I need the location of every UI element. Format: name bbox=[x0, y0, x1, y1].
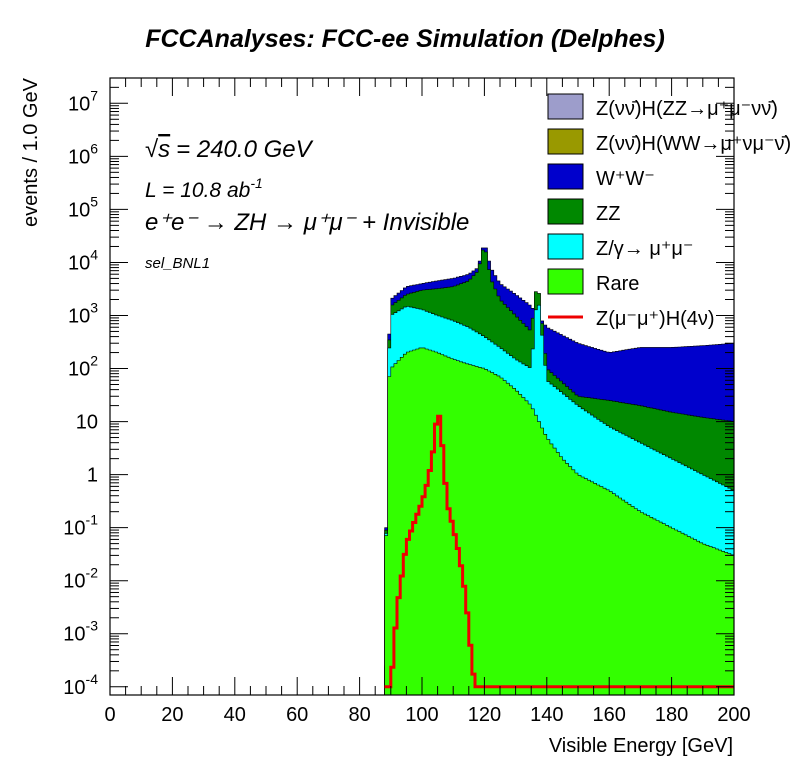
legend-swatch bbox=[547, 128, 584, 155]
x-tick-label: 20 bbox=[161, 704, 183, 726]
sqrt-s-value: = 240.0 GeV bbox=[176, 136, 313, 163]
legend-label: W⁺W⁻ bbox=[596, 168, 655, 190]
x-tick-label: 40 bbox=[224, 704, 246, 726]
axes-layer: 0 20 40 60 80 100 120 140 160 180 200 10-4 10-3 10-2 1… bbox=[63, 77, 751, 726]
legend-swatch bbox=[547, 268, 584, 295]
x-tick-label: 120 bbox=[468, 704, 501, 726]
y-tick-label: 105 bbox=[68, 193, 98, 221]
x-tick-label: 100 bbox=[405, 704, 438, 726]
y-tick-label: 10-3 bbox=[63, 618, 98, 646]
x-tick-label: 80 bbox=[348, 704, 370, 726]
x-tick-label: 160 bbox=[593, 704, 626, 726]
legend-label: Z(νν̄)H(ZZ→μ⁺μ⁻νν̄) bbox=[596, 98, 778, 120]
annotation-selection: sel_BNL1 bbox=[145, 255, 210, 272]
legend-label: Rare bbox=[596, 273, 639, 295]
y-tick-label: 1 bbox=[87, 465, 98, 487]
legend-label: Z/γ→ μ⁺μ⁻ bbox=[596, 238, 694, 260]
x-tick-label: 60 bbox=[286, 704, 308, 726]
legend-label: ZZ bbox=[596, 203, 620, 225]
y-tick-label: 10-1 bbox=[63, 512, 98, 540]
y-tick-label: 106 bbox=[68, 140, 98, 168]
legend-swatch bbox=[547, 93, 584, 120]
annotation-block: √s = 240.0 GeV L = 10.8 ab-1 e⁺e⁻ → ZH → … bbox=[145, 136, 469, 272]
x-tick-label: 200 bbox=[717, 704, 750, 726]
legend-swatch bbox=[547, 163, 584, 190]
series-layer bbox=[384, 247, 735, 696]
y-tick-label: 10-2 bbox=[63, 565, 98, 593]
y-tick-label: 10-4 bbox=[63, 671, 98, 699]
y-axis-label: events / 1.0 GeV bbox=[20, 77, 42, 227]
y-tick-label: 107 bbox=[68, 87, 98, 115]
lumi-exponent: -1 bbox=[250, 175, 262, 191]
legend-swatch bbox=[547, 198, 584, 225]
y-tick-label: 103 bbox=[68, 299, 98, 327]
legend-swatch bbox=[547, 233, 584, 260]
x-tick-label: 0 bbox=[104, 704, 115, 726]
chart-title: FCCAnalyses: FCC-ee Simulation (Delphes) bbox=[145, 25, 665, 53]
plot-area: 0 20 40 60 80 100 120 140 160 180 200 10-4 10-3 10-2 1… bbox=[63, 77, 751, 726]
x-tick-label: 140 bbox=[530, 704, 563, 726]
legend-label: Z(νν̄)H(WW→μ⁺νμ⁻ν̄) bbox=[596, 133, 791, 155]
x-axis-label: Visible Energy [GeV] bbox=[549, 735, 733, 757]
series-5-area bbox=[384, 347, 735, 696]
annotation-process: e⁺e⁻ → ZH → μ⁺μ⁻ + Invisible bbox=[145, 209, 469, 236]
y-tick-label: 104 bbox=[68, 246, 98, 274]
sqrt-symbol: √ bbox=[145, 136, 159, 163]
legend: Z(νν̄)H(ZZ→μ⁺μ⁻νν̄) Z(νν̄)H(WW→μ⁺νμ⁻ν̄) W⁺… bbox=[547, 93, 791, 330]
x-tick-label: 180 bbox=[655, 704, 688, 726]
lumi-prefix: L = 10.8 ab bbox=[145, 179, 251, 202]
legend-label: Z(μ⁻μ⁺)H(4ν) bbox=[596, 308, 715, 330]
annotation-sqrt-s: √s = 240.0 GeV bbox=[145, 136, 314, 163]
annotation-lumi: L = 10.8 ab-1 bbox=[145, 175, 263, 202]
sqrt-s-symbol: s bbox=[158, 136, 170, 163]
y-tick-label: 10 bbox=[76, 412, 98, 434]
y-tick-label: 102 bbox=[68, 353, 98, 381]
